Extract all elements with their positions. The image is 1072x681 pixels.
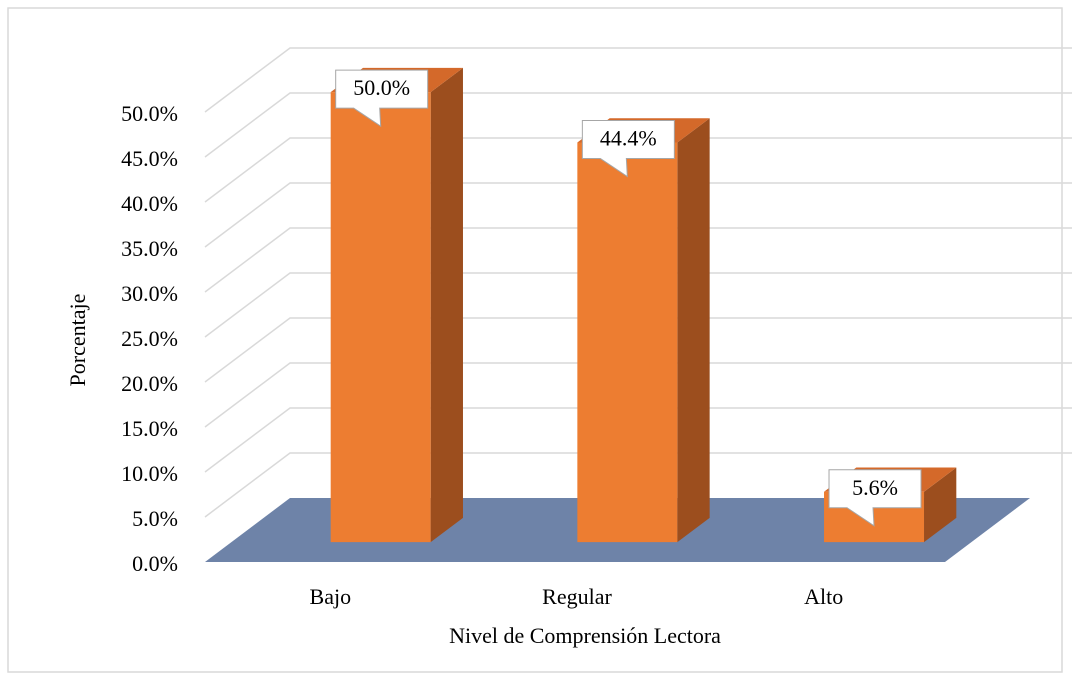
- grid-line: [204, 92, 1072, 158]
- bar-side: [924, 467, 957, 543]
- y-tick-label: 45.0%: [121, 146, 178, 171]
- grid-line: [204, 362, 1072, 428]
- y-tick-label: 30.0%: [121, 281, 178, 306]
- grid-line: [204, 272, 1072, 338]
- x-tick-label: Alto: [804, 584, 843, 609]
- y-tick-label: 50.0%: [121, 101, 178, 126]
- grid-line: [204, 407, 1072, 473]
- data-label: 50.0%: [353, 75, 410, 100]
- data-label: 44.4%: [600, 126, 657, 151]
- y-tick-label: 0.0%: [132, 551, 178, 576]
- bar-front: [577, 142, 678, 543]
- grid-line: [204, 227, 1072, 293]
- grid-line: [204, 47, 1072, 113]
- data-label-callout: [581, 120, 675, 178]
- bar: [577, 118, 710, 543]
- grid-line: [204, 137, 1072, 203]
- bar: [330, 67, 463, 543]
- y-tick-label: 5.0%: [132, 506, 178, 531]
- y-tick-label: 25.0%: [121, 326, 178, 351]
- x-tick-label: Bajo: [310, 584, 352, 609]
- grid-line: [204, 452, 1072, 518]
- bar-side: [677, 118, 710, 543]
- y-tick-label: 20.0%: [121, 371, 178, 396]
- y-tick-label: 35.0%: [121, 236, 178, 261]
- y-tick-label: 10.0%: [121, 461, 178, 486]
- bar-front: [330, 92, 431, 543]
- data-label: 5.6%: [852, 475, 898, 500]
- x-tick-label: Regular: [542, 584, 612, 609]
- y-tick-label: 40.0%: [121, 191, 178, 216]
- bar-side: [430, 67, 463, 543]
- grid-line: [204, 182, 1072, 248]
- y-axis-label: Porcentaje: [65, 294, 90, 387]
- data-label-callout: [828, 469, 922, 527]
- grid-line: [204, 317, 1072, 383]
- data-label-callout: [335, 69, 429, 128]
- y-tick-label: 15.0%: [121, 416, 178, 441]
- x-axis-label: Nivel de Comprensión Lectora: [449, 623, 721, 648]
